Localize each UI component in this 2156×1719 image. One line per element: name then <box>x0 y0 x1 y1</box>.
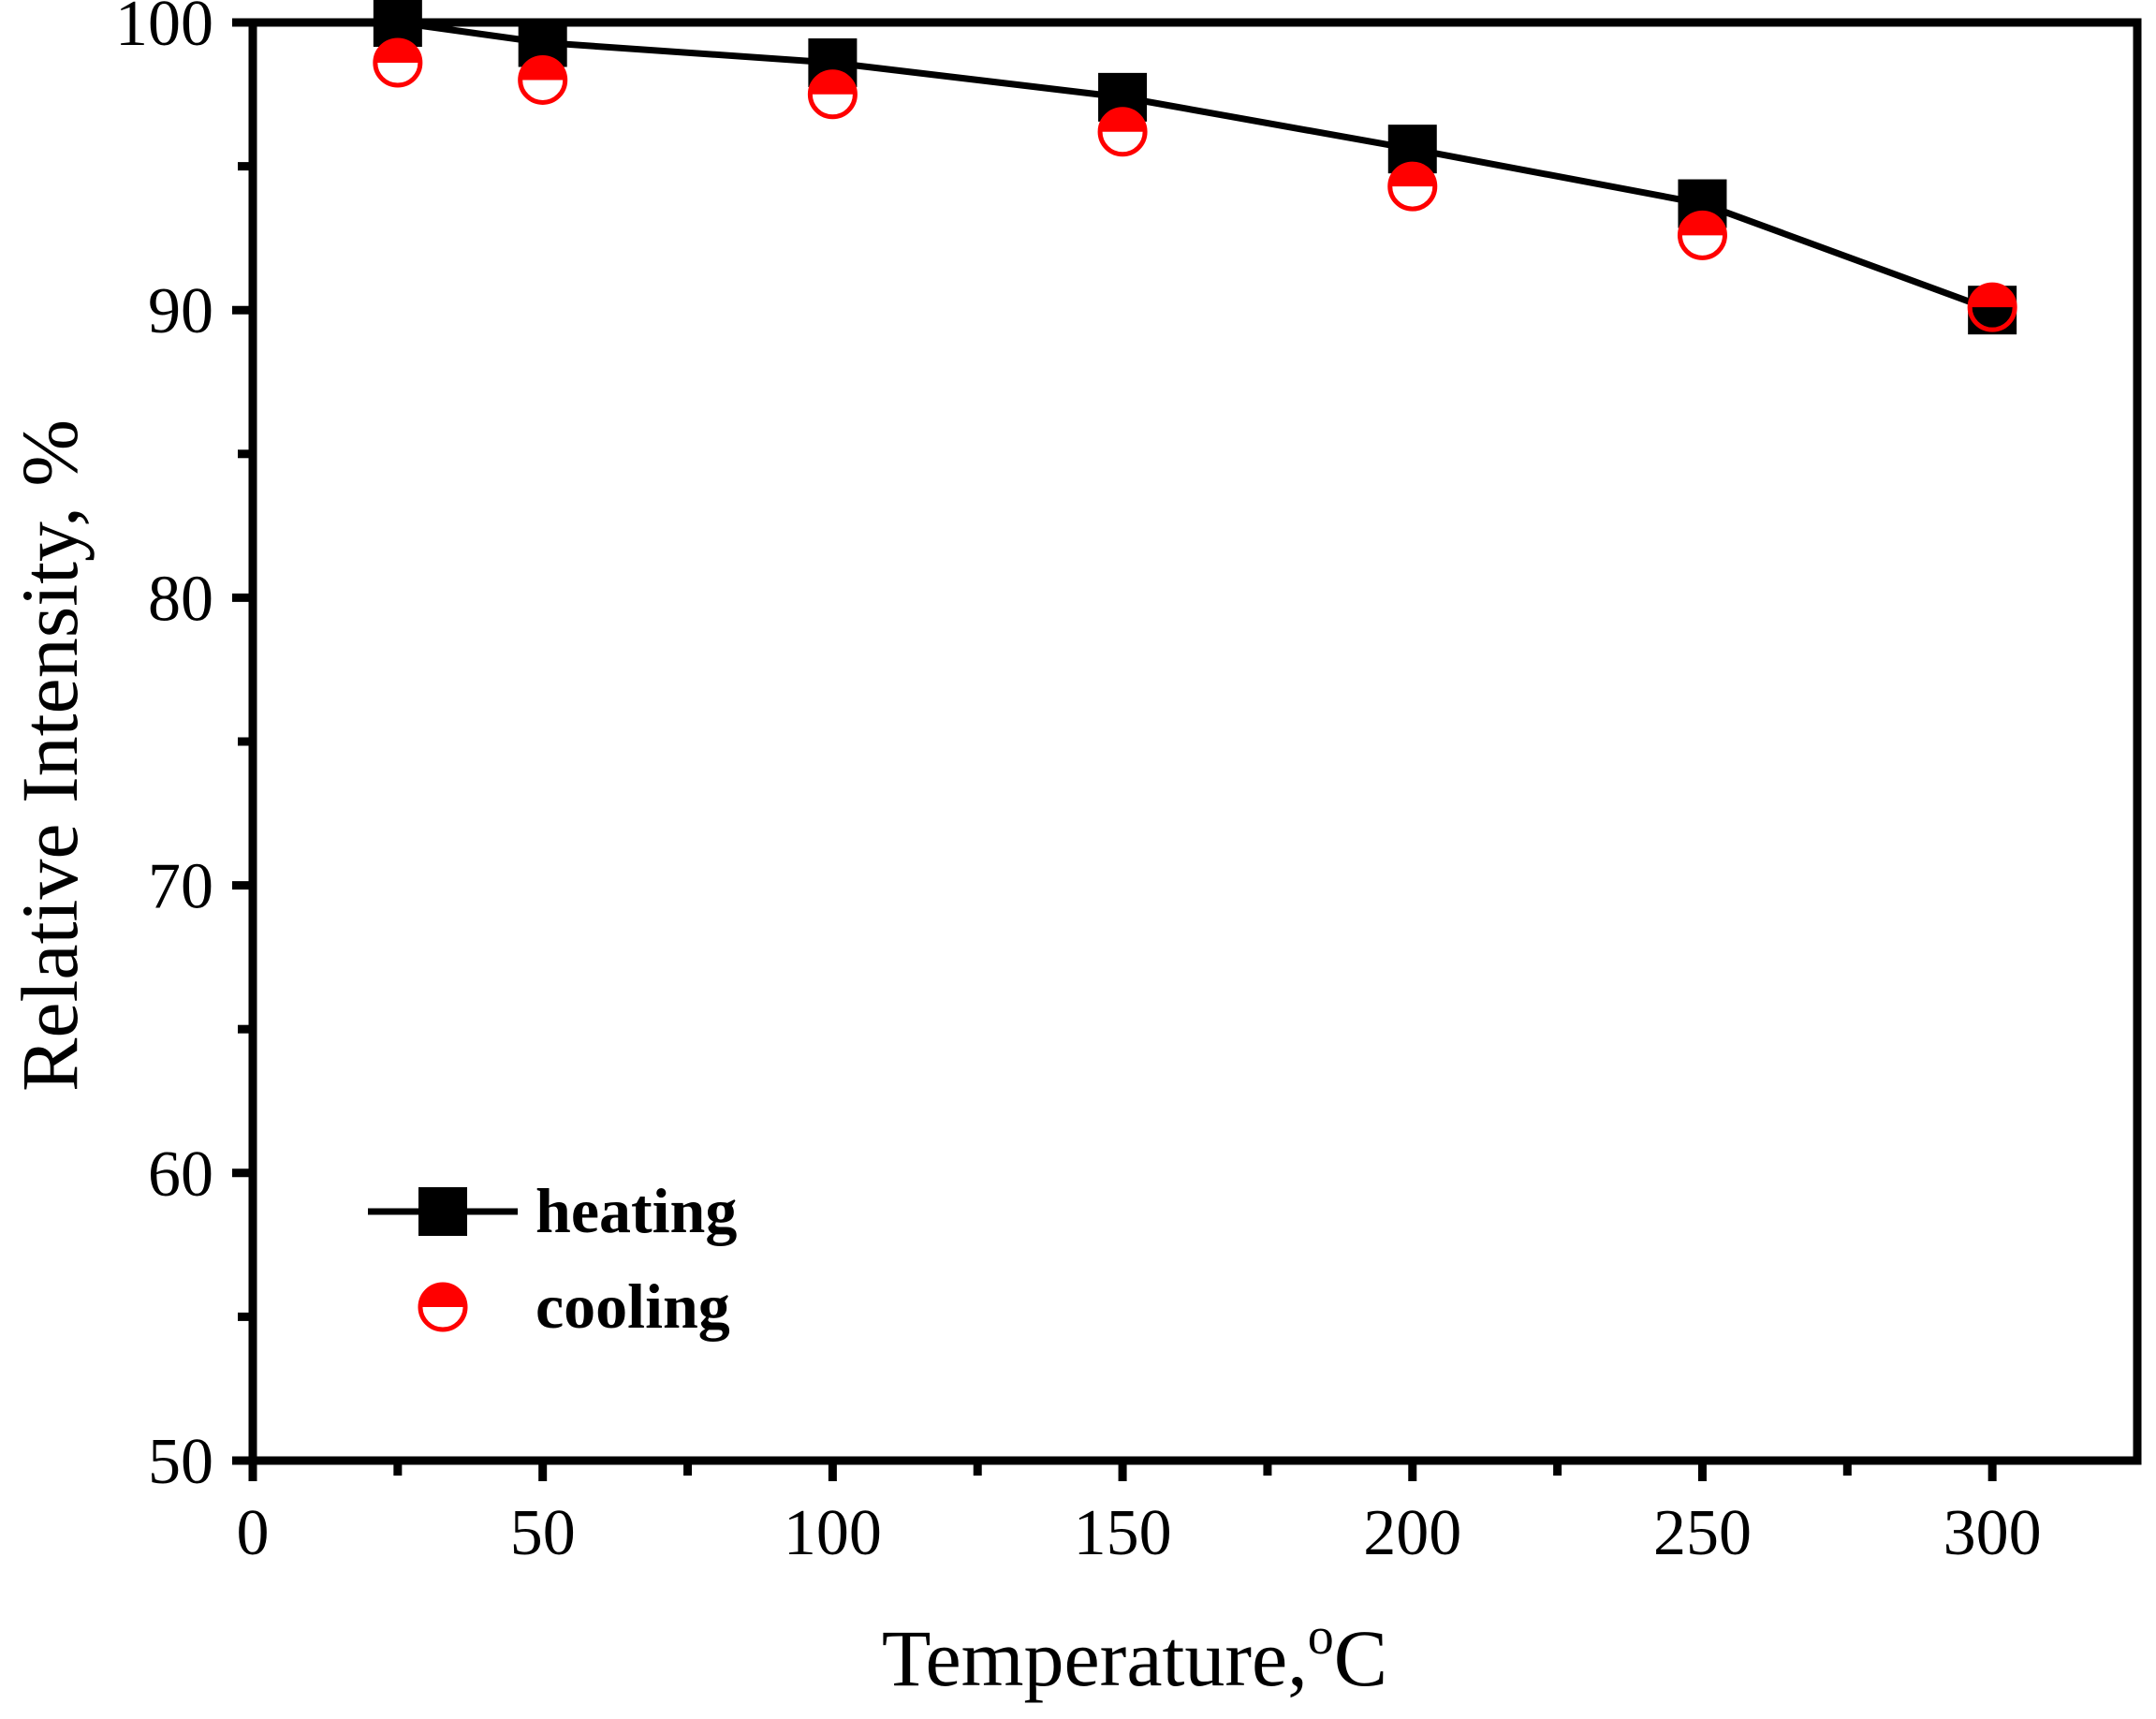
x-axis-title-degree: o <box>1308 1608 1334 1666</box>
y-axis-title: Relative Intensity, % <box>5 419 95 1092</box>
marker-outline <box>418 1282 468 1332</box>
x-axis-title: Temperature,oC <box>882 1608 1387 1703</box>
legend-marker <box>418 1187 467 1236</box>
x-tick-label: 250 <box>1653 1497 1752 1569</box>
y-tick-label: 100 <box>115 0 213 60</box>
x-tick-label: 150 <box>1074 1497 1172 1569</box>
y-tick-label: 50 <box>148 1426 213 1498</box>
plot-content <box>373 0 2017 335</box>
data-point-cooling <box>807 69 858 120</box>
x-tick-label: 200 <box>1363 1497 1461 1569</box>
axes: 0 50 100 150 200 250 300 50 60 70 80 90 100 <box>115 0 2142 1569</box>
legend-label: heating <box>535 1175 737 1246</box>
y-tick-label: 60 <box>148 1139 213 1211</box>
marker-outline <box>1097 107 1148 157</box>
data-point-cooling <box>1967 282 2017 332</box>
data-point-cooling <box>1097 107 1148 157</box>
y-tick-label: 80 <box>148 563 213 635</box>
data-point-cooling <box>518 54 568 105</box>
marker-outline <box>807 69 858 120</box>
y-tick-label: 90 <box>148 275 213 347</box>
legend-item-cooling: cooling <box>418 1271 730 1342</box>
legend-label: cooling <box>535 1271 730 1342</box>
marker-outline <box>373 37 423 88</box>
series-line-heating <box>397 19 1994 314</box>
y-tick-label: 70 <box>148 851 213 923</box>
data-point-cooling <box>373 37 423 88</box>
x-axis-title-unit: C <box>1334 1613 1387 1703</box>
series-heating <box>373 0 2017 335</box>
marker-outline <box>1677 210 1727 260</box>
x-tick-label: 50 <box>510 1497 576 1569</box>
legend-marker <box>418 1282 468 1332</box>
legend-item-heating: heating <box>368 1175 737 1246</box>
data-point-cooling <box>1677 210 1727 260</box>
marker-outline <box>518 54 568 105</box>
marker-outline <box>1387 161 1438 212</box>
series-cooling <box>373 37 2017 332</box>
x-tick-label: 300 <box>1943 1497 2042 1569</box>
data-point-cooling <box>1387 161 1438 212</box>
marker-outline <box>1967 282 2017 332</box>
x-tick-label: 100 <box>784 1497 882 1569</box>
x-tick-label: 0 <box>237 1497 270 1569</box>
legend: heating cooling <box>368 1175 737 1342</box>
x-axis-title-main: Temperature, <box>882 1613 1308 1703</box>
